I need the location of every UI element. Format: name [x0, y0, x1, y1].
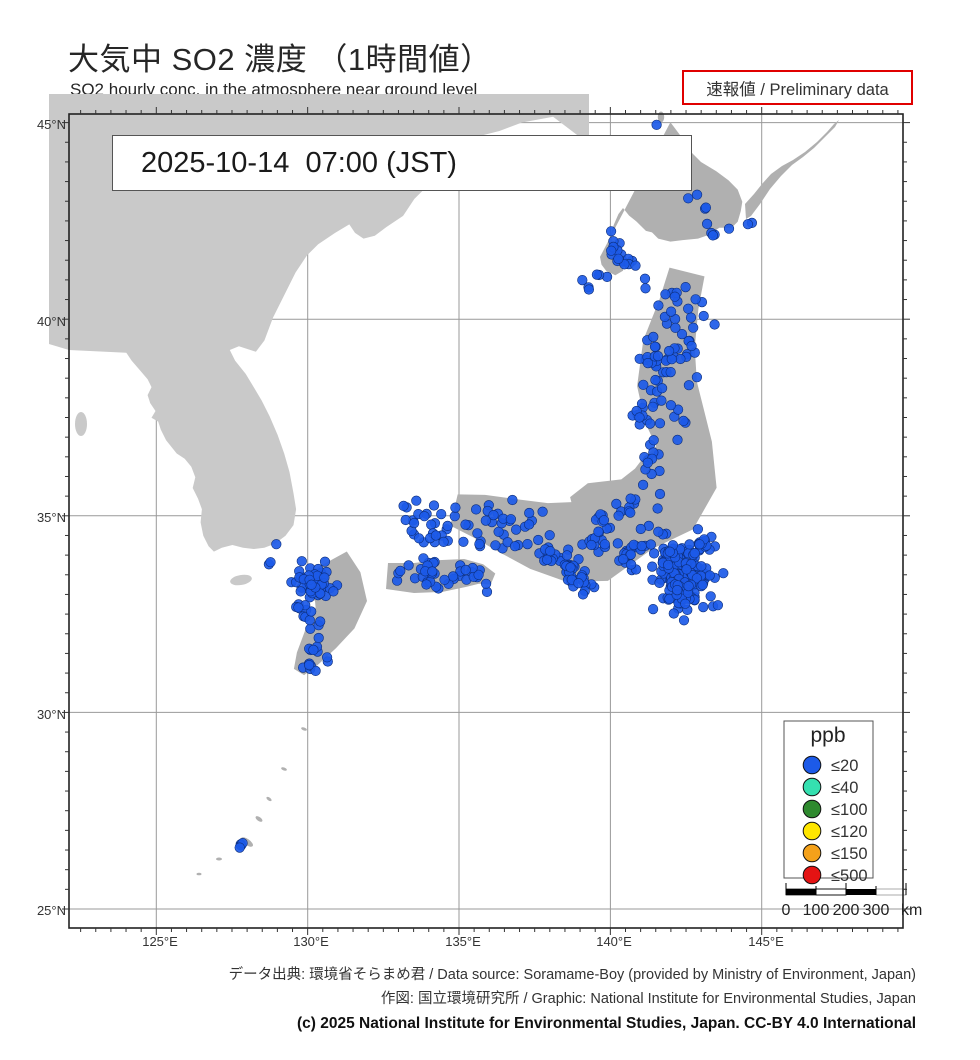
svg-text:≤150: ≤150 — [831, 845, 868, 863]
svg-text:≤40: ≤40 — [831, 779, 858, 797]
svg-text:ppb: ppb — [810, 724, 845, 747]
svg-text:≤500: ≤500 — [831, 867, 868, 885]
svg-text:≤120: ≤120 — [831, 823, 868, 841]
svg-text:km: km — [901, 902, 922, 919]
svg-text:300: 300 — [863, 902, 890, 919]
svg-text:200: 200 — [833, 902, 860, 919]
svg-text:0: 0 — [782, 902, 791, 919]
svg-text:100: 100 — [803, 902, 830, 919]
svg-text:≤100: ≤100 — [831, 801, 868, 819]
svg-text:≤20: ≤20 — [831, 757, 858, 775]
